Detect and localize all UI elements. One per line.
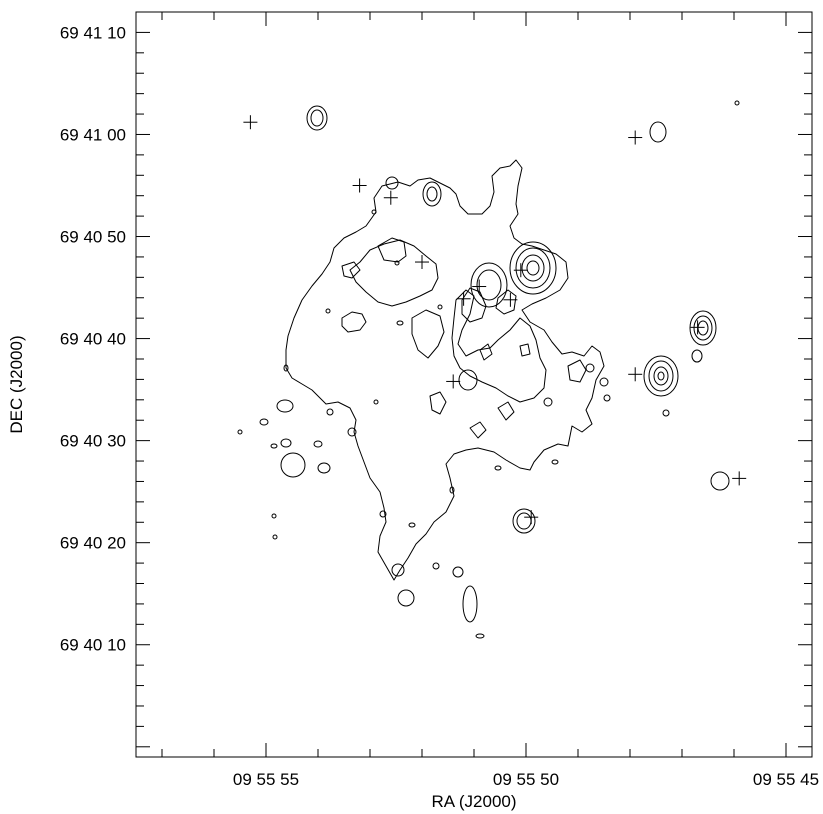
contour-source-ring — [516, 512, 532, 530]
axes: 69 41 10 69 41 00 69 40 50 69 40 40 69 40 30… — [7, 11, 819, 811]
contour-noise-blob — [543, 397, 553, 407]
contour-hole — [567, 359, 587, 383]
contour-hole — [429, 391, 447, 415]
contour-noise-blob — [259, 418, 269, 426]
contour-source-ring — [649, 121, 667, 143]
contour-source-ring — [476, 269, 502, 301]
y-tick-label: 69 40 50 — [60, 228, 126, 247]
contour-hole — [341, 311, 367, 333]
contour-noise-blob — [662, 409, 670, 417]
contour-noise-blob — [551, 459, 559, 465]
plot-frame — [135, 11, 813, 758]
contour-noise-blob — [475, 633, 485, 639]
contour-noise-blob — [347, 427, 357, 437]
contour-source-ring — [458, 369, 478, 391]
contour-noise-blob — [271, 513, 277, 519]
contour-noise-blob — [396, 320, 404, 326]
contour-hole — [497, 401, 515, 421]
y-tick-label: 69 40 10 — [60, 636, 126, 655]
contour-hole — [479, 343, 493, 361]
contour-source-blob — [495, 289, 517, 315]
y-axis-title: DEC (J2000) — [7, 335, 26, 433]
contour-source-ring — [697, 320, 709, 336]
contour-source-ring — [648, 360, 674, 392]
x-axis-title: RA (J2000) — [431, 792, 516, 811]
contour-noise-blob — [397, 589, 415, 607]
contour-source-ring — [512, 508, 536, 534]
contour-noise-blob — [379, 510, 387, 518]
contour-source-ring — [426, 186, 438, 202]
y-tick-label: 69 40 30 — [60, 432, 126, 451]
contour-source-ring — [693, 315, 713, 341]
contour-noise-blob — [313, 440, 323, 448]
contour-inner-central — [451, 289, 547, 403]
point-sources — [243, 115, 747, 525]
contour-source-ring — [306, 105, 328, 131]
contour-noise-blob — [603, 394, 611, 402]
contour-noise-blob — [373, 399, 379, 405]
contour-noise-blob — [283, 364, 289, 372]
contour-source-ring — [657, 371, 665, 381]
contour-source-ring — [385, 176, 399, 190]
contour-noise-blob — [371, 209, 377, 215]
contour-hole — [469, 421, 487, 439]
contour-noise-blob — [432, 562, 440, 570]
contour-source-ring — [653, 366, 669, 386]
contour-hole — [377, 237, 407, 263]
contour-source-blob — [461, 287, 487, 323]
contour-source-ring — [422, 181, 442, 207]
contour-map — [237, 100, 740, 639]
contour-noise-blob — [599, 377, 609, 387]
x-tick-label: 09 55 55 — [233, 770, 299, 789]
contour-noise-blob — [585, 363, 595, 373]
contour-noise-blob — [326, 408, 334, 416]
contour-source-ring — [470, 262, 508, 308]
y-tick-label: 69 41 00 — [60, 125, 126, 144]
contour-noise-blob — [452, 566, 464, 578]
contour-source-ring — [689, 310, 717, 346]
contour-noise-blob — [276, 399, 294, 413]
contour-noise-blob — [394, 260, 400, 266]
contour-noise-blob — [317, 462, 331, 474]
contour-noise-blob — [237, 429, 243, 435]
y-tick-label: 69 40 20 — [60, 534, 126, 553]
contour-source-ring — [515, 247, 551, 289]
contour-noise-blob — [280, 452, 306, 478]
contour-noise-blob — [449, 486, 455, 494]
contour-noise-blob — [325, 308, 331, 314]
contour-inner-west — [349, 239, 439, 307]
contour-noise-blob — [408, 522, 416, 528]
contour-source-ring — [710, 471, 730, 491]
contour-hole — [519, 343, 531, 357]
contour-noise-blob — [437, 304, 443, 310]
contour-hole — [411, 309, 445, 359]
y-tick-label: 69 40 40 — [60, 330, 126, 349]
contour-noise-blob — [691, 349, 703, 363]
x-tick-label: 09 55 45 — [753, 770, 819, 789]
contour-noise-blob — [391, 563, 405, 577]
contour-hole — [341, 261, 361, 279]
contour-noise-blob — [270, 443, 278, 449]
contour-source-ring — [526, 260, 540, 276]
x-tick-label: 09 55 50 — [493, 770, 559, 789]
contour-source-ring — [734, 100, 740, 106]
contour-source-ring — [643, 355, 679, 397]
contour-outer — [285, 159, 605, 581]
contour-noise-blob — [462, 585, 478, 623]
contour-noise-blob — [280, 438, 292, 448]
contour-source-ring — [521, 254, 545, 282]
contour-noise-blob — [272, 534, 278, 540]
contour-noise-blob — [494, 465, 502, 471]
contour-source-ring — [509, 241, 557, 295]
contour-source-ring — [310, 109, 324, 127]
y-tick-label: 69 41 10 — [60, 23, 126, 42]
